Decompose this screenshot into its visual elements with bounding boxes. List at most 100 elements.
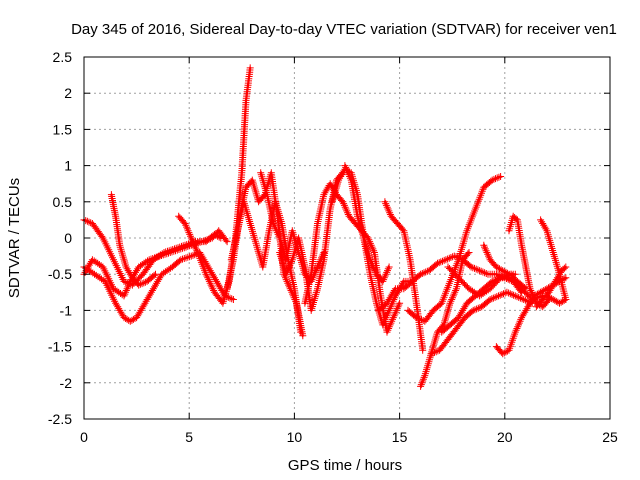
- plus-marker: [217, 285, 225, 293]
- series-arc-t: [480, 241, 519, 278]
- plus-marker: [383, 312, 391, 320]
- plus-marker: [419, 346, 427, 354]
- y-tick-label: 1.5: [53, 121, 73, 137]
- plus-marker: [552, 276, 560, 284]
- plus-marker: [482, 247, 490, 255]
- plus-marker: [135, 310, 143, 318]
- plus-marker: [181, 241, 189, 249]
- plus-marker: [444, 263, 452, 271]
- plus-marker: [246, 64, 254, 72]
- y-axis-label: SDTVAR / TECUs: [6, 178, 23, 298]
- plus-marker: [465, 249, 473, 256]
- plus-marker: [284, 279, 292, 287]
- x-axis-label: GPS time / hours: [288, 457, 402, 474]
- plus-marker: [493, 293, 501, 301]
- plus-marker: [432, 348, 440, 356]
- plus-marker: [502, 348, 510, 356]
- plus-marker: [366, 256, 374, 264]
- x-tick-label: 15: [392, 429, 408, 445]
- plus-marker: [222, 236, 230, 244]
- plus-marker: [517, 315, 525, 323]
- x-tick-label: 5: [185, 429, 193, 445]
- plus-marker: [370, 247, 378, 255]
- series-arc-b: [80, 216, 225, 289]
- plus-marker: [419, 317, 427, 324]
- plus-marker: [521, 296, 529, 304]
- y-tick-label: 0.5: [53, 194, 73, 210]
- plus-marker: [562, 296, 570, 303]
- plus-marker: [120, 314, 128, 322]
- plus-marker: [474, 304, 482, 312]
- plus-marker: [383, 328, 391, 336]
- plus-marker: [271, 223, 279, 231]
- plus-marker: [526, 285, 534, 293]
- plot-frame: [83, 56, 611, 420]
- plus-marker: [440, 256, 448, 264]
- plus-marker: [387, 292, 395, 300]
- plus-marker: [151, 283, 158, 291]
- plus-marker: [471, 264, 478, 272]
- plus-marker: [83, 217, 91, 225]
- plus-marker: [476, 267, 484, 275]
- plus-marker: [486, 285, 494, 293]
- plus-marker: [286, 261, 294, 269]
- plus-marker: [494, 277, 502, 285]
- plus-marker: [343, 167, 351, 175]
- plus-marker: [274, 230, 282, 238]
- plus-marker: [120, 292, 128, 300]
- plus-marker: [384, 297, 392, 305]
- plus-marker: [275, 232, 283, 240]
- plus-marker: [455, 314, 462, 322]
- plus-marker: [418, 270, 426, 277]
- plus-marker: [493, 174, 501, 182]
- plus-marker: [139, 303, 147, 311]
- plus-marker: [511, 270, 519, 278]
- plus-marker: [178, 242, 185, 250]
- plus-marker: [152, 270, 159, 278]
- plus-marker: [82, 217, 90, 225]
- plus-marker: [461, 280, 468, 288]
- plus-marker: [184, 227, 192, 235]
- plus-marker: [385, 296, 393, 303]
- plus-marker: [489, 294, 497, 302]
- plus-marker: [182, 254, 190, 262]
- series-arc-j: [301, 180, 404, 336]
- series-arc-o: [404, 173, 505, 325]
- plus-marker: [473, 305, 481, 313]
- plus-marker: [462, 282, 470, 290]
- plus-marker: [207, 268, 215, 276]
- plus-marker: [392, 306, 400, 314]
- plus-marker: [386, 321, 394, 329]
- plus-marker: [369, 263, 377, 271]
- plus-marker: [481, 245, 489, 253]
- plus-marker: [172, 244, 180, 252]
- plus-marker: [369, 245, 377, 253]
- plus-marker: [389, 288, 397, 296]
- plus-marker: [399, 225, 406, 233]
- plus-marker: [518, 295, 526, 303]
- plus-marker: [553, 274, 561, 282]
- plus-marker: [152, 281, 159, 289]
- plus-marker: [158, 250, 166, 258]
- plus-marker: [387, 301, 395, 309]
- plus-marker: [457, 310, 465, 318]
- plus-marker: [148, 287, 156, 294]
- y-tick-label: -1: [60, 302, 73, 318]
- plus-marker: [175, 257, 183, 265]
- plus-marker: [515, 293, 523, 301]
- plus-marker: [283, 268, 291, 276]
- plus-marker: [418, 379, 426, 387]
- plus-marker: [552, 297, 560, 305]
- plus-marker: [164, 247, 171, 255]
- plus-marker: [343, 207, 351, 215]
- plus-marker: [450, 290, 458, 298]
- plus-marker: [417, 270, 425, 278]
- plus-marker: [121, 290, 129, 298]
- plus-marker: [513, 325, 521, 332]
- plus-marker: [535, 289, 543, 297]
- plus-marker: [477, 267, 485, 275]
- plus-marker: [134, 312, 142, 320]
- plus-marker: [537, 216, 545, 224]
- plus-marker: [187, 234, 195, 242]
- plus-marker: [513, 293, 521, 301]
